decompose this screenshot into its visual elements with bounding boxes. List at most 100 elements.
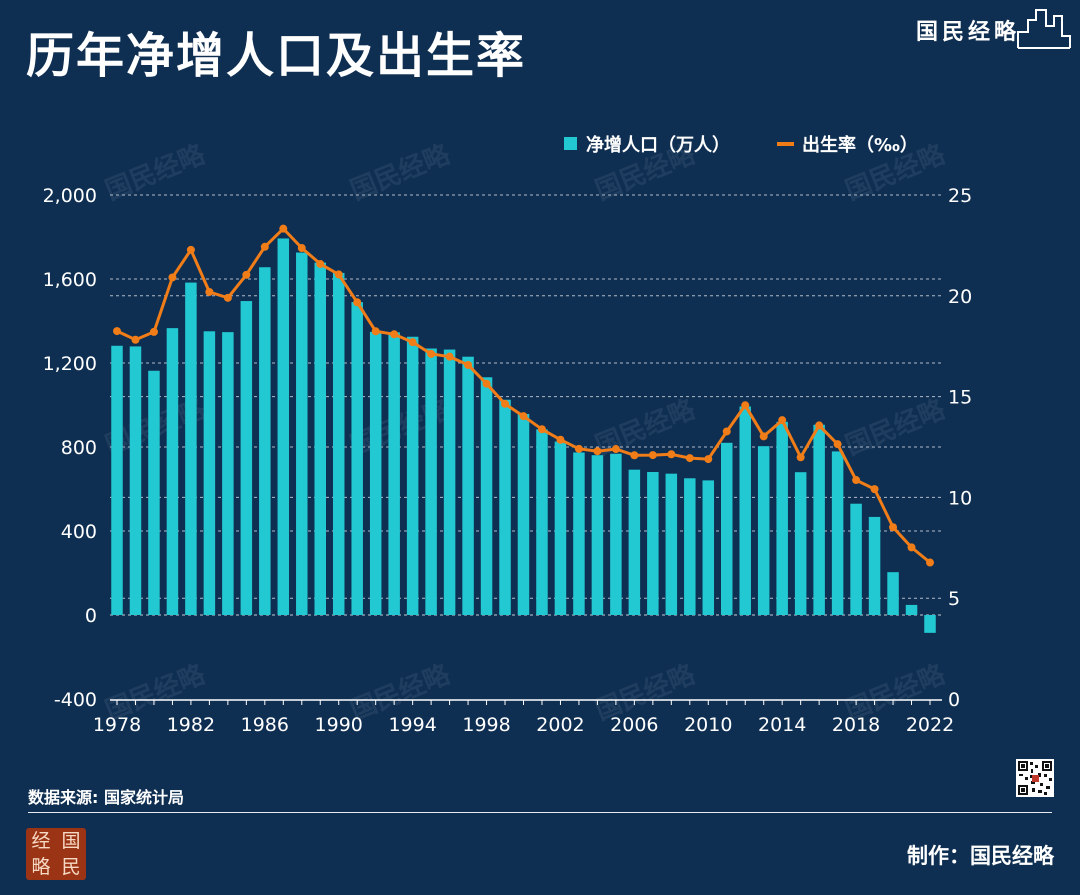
line-point <box>390 330 399 339</box>
y-left-tick-label: 1,600 <box>43 269 97 291</box>
divider <box>28 812 1052 813</box>
line-point <box>464 360 473 369</box>
credit-text: 制作：国民经略 <box>907 844 1054 868</box>
x-tick-label: 2006 <box>610 714 658 736</box>
bar <box>148 370 160 615</box>
bar <box>813 424 825 615</box>
line-point <box>205 287 214 296</box>
line-point <box>186 245 195 254</box>
line-point <box>408 338 417 347</box>
x-tick-label: 1986 <box>241 714 289 736</box>
seal-char: 国 <box>61 830 81 852</box>
x-tick-label: 2014 <box>758 714 806 736</box>
bar <box>166 328 179 615</box>
x-tick-label: 1994 <box>388 714 436 736</box>
bar <box>277 238 290 615</box>
line-point <box>519 412 528 421</box>
y-right-tick-label: 15 <box>948 387 972 409</box>
bar <box>296 252 308 616</box>
brand-logo-text: 国民经略 <box>915 19 1020 45</box>
bar <box>185 282 197 615</box>
bar <box>222 332 234 615</box>
line-point <box>593 447 602 456</box>
line-point <box>113 327 121 336</box>
bar <box>739 406 751 615</box>
line-point <box>759 432 768 441</box>
bar <box>721 442 733 615</box>
bar <box>554 441 567 615</box>
bar <box>499 399 511 615</box>
bar <box>425 348 437 615</box>
line-point <box>537 425 546 434</box>
bar <box>684 478 696 615</box>
x-tick-label: 2022 <box>906 714 954 736</box>
line-point <box>427 349 436 358</box>
line-point <box>279 224 288 233</box>
line-point <box>131 335 140 344</box>
bar-series <box>111 238 936 633</box>
x-tick-label: 1982 <box>167 714 215 736</box>
line-point <box>796 453 805 462</box>
bar <box>111 345 123 615</box>
bar <box>406 336 419 615</box>
x-tick-label: 1990 <box>315 714 363 736</box>
line-point <box>926 558 934 567</box>
y-right-tick-label: 5 <box>948 588 960 610</box>
bar <box>480 377 493 615</box>
bar <box>332 272 345 615</box>
line-point <box>704 455 713 464</box>
y-left-tick-label: 800 <box>61 437 97 459</box>
line-point <box>223 293 232 302</box>
bar <box>665 473 678 615</box>
line-point <box>334 270 343 279</box>
x-tick-label: 1978 <box>93 714 141 736</box>
bar <box>388 332 400 615</box>
x-tick-label: 1998 <box>462 714 510 736</box>
line-point <box>741 401 750 410</box>
line-point <box>630 451 639 460</box>
legend-swatch-bar <box>564 137 577 150</box>
bar <box>647 471 659 615</box>
line-point <box>778 416 787 425</box>
bar <box>887 572 899 615</box>
bar <box>259 267 271 615</box>
line-point <box>242 270 251 279</box>
bar <box>536 429 548 615</box>
watermark-text: 国民经略 <box>101 138 210 206</box>
y-right-tick-label: 10 <box>948 487 972 509</box>
bar <box>628 469 641 615</box>
bar <box>610 453 622 615</box>
line-point <box>574 444 583 453</box>
axes: 1978 1982 1986 1990 1994 1998 2002 2006 2010 2014… <box>43 185 973 736</box>
bar <box>591 455 604 615</box>
bar <box>702 480 715 615</box>
bar <box>757 446 770 615</box>
bar <box>794 472 807 615</box>
line-point <box>149 327 158 336</box>
line-point <box>297 244 306 253</box>
skyline-icon <box>1017 9 1071 49</box>
bar <box>203 331 216 615</box>
y-left-tick-label: 0 <box>85 605 97 627</box>
y-left-tick-label: -400 <box>54 689 97 711</box>
line-point <box>611 445 620 454</box>
seal-char: 略 <box>31 856 51 878</box>
bar <box>517 414 530 615</box>
line-point <box>722 427 731 436</box>
x-tick-label: 2010 <box>684 714 732 736</box>
bar <box>369 331 382 615</box>
line-point <box>852 476 861 485</box>
line-point <box>445 352 454 361</box>
y-left-tick-label: 1,200 <box>43 353 97 375</box>
line-point <box>648 451 657 460</box>
bar <box>129 346 142 615</box>
line-point <box>316 259 325 268</box>
line-point <box>556 435 565 444</box>
watermark-text: 国民经略 <box>346 138 455 206</box>
line-point <box>353 298 362 307</box>
line-point <box>168 273 177 282</box>
seal-char: 经 <box>31 830 51 852</box>
line-point <box>501 399 510 408</box>
legend-label-bar: 净增人口（万人） <box>586 134 730 156</box>
line-series <box>113 224 934 567</box>
